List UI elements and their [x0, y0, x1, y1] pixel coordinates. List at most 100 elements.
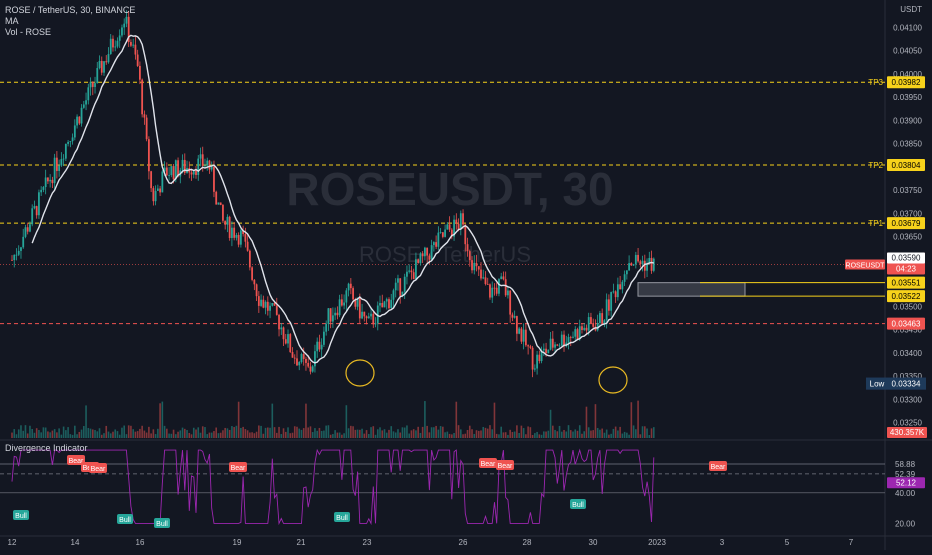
- bear-tag-text: Bear: [711, 464, 726, 471]
- price-tick-label: 0.03450: [893, 326, 922, 335]
- volume-bar: [527, 426, 529, 438]
- volume-bar: [471, 429, 473, 438]
- bear-tag: [479, 458, 497, 468]
- volume-bar: [161, 401, 164, 438]
- time-tick-label: 2023: [648, 538, 666, 547]
- candle-body: [163, 167, 166, 172]
- volume-bar: [392, 431, 395, 438]
- price-tick-label: 0.03700: [893, 209, 922, 218]
- candle-body: [551, 338, 554, 348]
- volume-bar: [374, 434, 377, 438]
- price-tick-label: 0.03250: [893, 419, 922, 428]
- volume-bar: [630, 402, 633, 438]
- candle-body: [168, 175, 170, 176]
- candle-body: [215, 191, 218, 205]
- candle-body: [399, 278, 402, 296]
- volume-bar: [83, 426, 85, 438]
- candle-body: [242, 230, 245, 235]
- candle-body: [477, 266, 480, 270]
- indicator-legend[interactable]: Divergence Indicator: [5, 443, 88, 453]
- volume-bar: [47, 431, 49, 438]
- volume-bar: [197, 427, 200, 438]
- candle-body: [55, 157, 58, 171]
- volume-bar: [493, 402, 496, 438]
- volume-bar: [518, 432, 520, 438]
- candle-body: [504, 279, 507, 296]
- volume-bar: [359, 429, 361, 438]
- volume-bar: [269, 427, 271, 438]
- volume-bar: [475, 430, 478, 438]
- volume-bar: [520, 425, 523, 438]
- bear-tag-text: Bear: [231, 465, 246, 472]
- volume-bar: [587, 427, 590, 438]
- tp2-price-badge: [887, 158, 925, 171]
- candle-body: [338, 299, 341, 316]
- support-zone-box[interactable]: [637, 282, 746, 297]
- candle-body: [174, 160, 177, 180]
- candle-body: [446, 224, 449, 230]
- volume-bar: [578, 425, 581, 438]
- volume-bar: [267, 427, 269, 438]
- time-tick-label: 14: [71, 538, 80, 547]
- volume-bar: [87, 427, 90, 438]
- volume-bar: [206, 434, 209, 438]
- price-tick-label: 0.03500: [893, 302, 922, 311]
- candle-body: [329, 308, 332, 322]
- candle-body: [372, 313, 375, 325]
- candle-body: [612, 291, 615, 293]
- candle-body: [374, 323, 377, 325]
- candle-body: [20, 247, 22, 251]
- candle-body: [134, 44, 137, 55]
- zone-bottom-price-text: 0.03522: [892, 292, 921, 301]
- candle-body: [572, 336, 574, 338]
- candle-body: [641, 260, 644, 265]
- candle-body: [363, 311, 366, 317]
- candle-body: [435, 242, 438, 247]
- volume-bar: [363, 433, 366, 438]
- candle-body: [38, 192, 40, 216]
- candle-body: [619, 284, 622, 290]
- symbol-legend[interactable]: ROSE / TetherUS, 30, BINANCE: [5, 5, 136, 15]
- candle-body: [403, 276, 406, 292]
- candle-body: [170, 166, 173, 176]
- candle-body: [522, 329, 525, 342]
- volume-bar: [141, 425, 143, 438]
- volume-bar: [96, 431, 99, 438]
- volume-bar: [300, 429, 303, 438]
- candle-body: [197, 158, 200, 175]
- candle-body: [450, 229, 453, 237]
- candle-body: [147, 139, 150, 172]
- candle-body: [17, 250, 20, 255]
- time-tick-label: 23: [363, 538, 372, 547]
- candle-body: [325, 323, 328, 332]
- tp2-price-text: 0.03804: [892, 161, 921, 170]
- volume-bar: [516, 425, 518, 438]
- volume-bar: [646, 428, 648, 438]
- volume-bar: [69, 434, 72, 438]
- candle-body: [314, 351, 316, 367]
- volume-legend[interactable]: Vol - ROSE: [5, 27, 52, 37]
- volume-bar: [273, 427, 276, 438]
- ma-legend[interactable]: MA: [5, 16, 19, 26]
- bull-tag-text: Bull: [572, 502, 584, 509]
- volume-bar: [62, 426, 65, 438]
- volume-bar: [114, 429, 117, 438]
- candle-body: [246, 241, 249, 251]
- volume-bar: [139, 428, 141, 438]
- volume-bar: [150, 433, 152, 438]
- candle-body: [459, 213, 462, 230]
- candle-body: [87, 87, 90, 101]
- candle-body: [556, 344, 559, 346]
- volume-bar: [116, 431, 119, 438]
- candle-body: [44, 177, 47, 188]
- volume-bar: [614, 426, 617, 438]
- tp1-price-text: 0.03679: [892, 219, 921, 228]
- candle-body: [558, 345, 561, 347]
- volume-bar: [536, 431, 538, 438]
- candle-body: [560, 334, 563, 346]
- time-tick-label: 21: [297, 538, 306, 547]
- volume-bar: [76, 434, 78, 438]
- bear-tag-text: Bear: [481, 461, 496, 468]
